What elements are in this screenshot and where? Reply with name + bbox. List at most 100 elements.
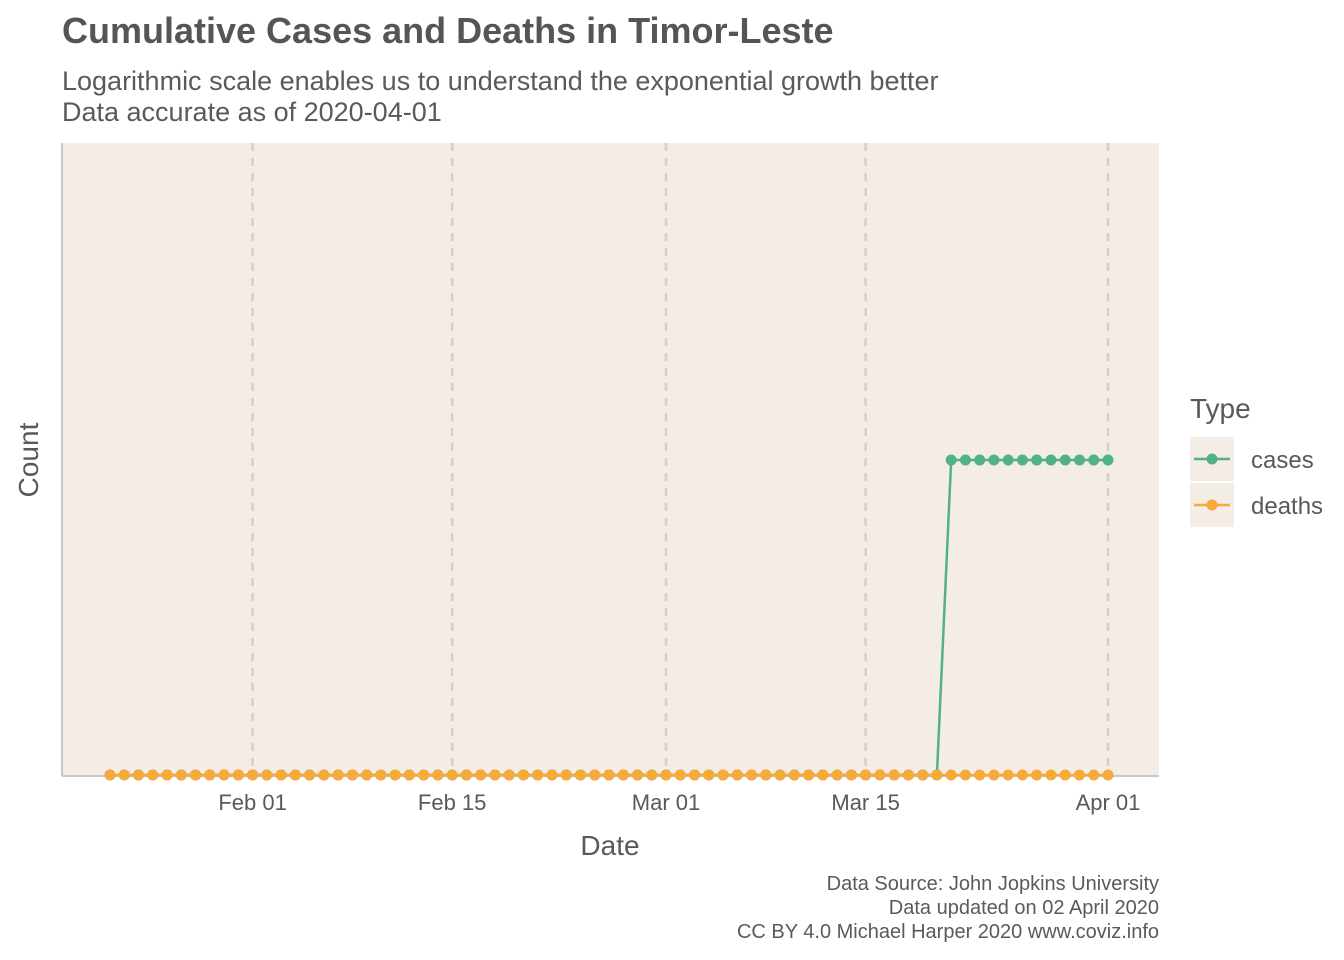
data-point-deaths [603, 769, 615, 781]
data-point-deaths [375, 769, 387, 781]
data-point-deaths [175, 769, 187, 781]
data-point-cases [1002, 454, 1014, 466]
data-point-deaths [361, 769, 373, 781]
data-point-deaths [218, 769, 230, 781]
data-point-deaths [831, 769, 843, 781]
chart-title: Cumulative Cases and Deaths in Timor-Les… [62, 10, 834, 51]
data-point-deaths [232, 769, 244, 781]
data-point-deaths [403, 769, 415, 781]
data-point-deaths [1073, 769, 1085, 781]
data-point-deaths [574, 769, 586, 781]
data-point-deaths [118, 769, 130, 781]
data-point-deaths [888, 769, 900, 781]
legend-title: Type [1190, 393, 1251, 424]
data-point-cases [1059, 454, 1071, 466]
data-point-deaths [389, 769, 401, 781]
data-point-deaths [460, 769, 472, 781]
chart-subtitle-line1: Logarithmic scale enables us to understa… [62, 66, 939, 96]
data-point-deaths [803, 769, 815, 781]
data-point-deaths [746, 769, 758, 781]
data-point-deaths [204, 769, 216, 781]
data-point-deaths [289, 769, 301, 781]
x-axis-title: Date [580, 830, 639, 861]
data-point-deaths [475, 769, 487, 781]
data-point-deaths [503, 769, 515, 781]
data-point-deaths [1059, 769, 1071, 781]
caption-updated: Data updated on 02 April 2020 [888, 897, 1159, 919]
data-point-deaths [974, 769, 986, 781]
data-point-deaths [689, 769, 701, 781]
data-point-deaths [988, 769, 1000, 781]
data-point-deaths [959, 769, 971, 781]
data-point-deaths [104, 769, 116, 781]
data-point-deaths [817, 769, 829, 781]
data-point-deaths [660, 769, 672, 781]
data-point-deaths [560, 769, 572, 781]
data-point-deaths [332, 769, 344, 781]
data-point-cases [1016, 454, 1028, 466]
legend-item-deaths: deaths [1190, 483, 1323, 527]
data-point-deaths [1045, 769, 1057, 781]
data-point-cases [1088, 454, 1100, 466]
data-point-deaths [860, 769, 872, 781]
caption-license: CC BY 4.0 Michael Harper 2020 www.coviz.… [736, 921, 1159, 943]
data-point-cases [1031, 454, 1043, 466]
data-point-deaths [147, 769, 159, 781]
data-point-deaths [190, 769, 202, 781]
x-tick-label: Mar 15 [831, 790, 899, 815]
data-point-deaths [760, 769, 772, 781]
data-point-deaths [346, 769, 358, 781]
data-point-deaths [1002, 769, 1014, 781]
data-point-deaths [517, 769, 529, 781]
data-point-deaths [532, 769, 544, 781]
legend-item-cases: cases [1190, 437, 1314, 481]
data-point-deaths [902, 769, 914, 781]
x-tick-label: Feb 01 [218, 790, 287, 815]
data-point-deaths [1016, 769, 1028, 781]
data-point-deaths [845, 769, 857, 781]
data-point-deaths [161, 769, 173, 781]
legend-label: deaths [1251, 493, 1323, 520]
data-point-deaths [931, 769, 943, 781]
y-axis-title: Count [13, 422, 44, 497]
data-point-deaths [446, 769, 458, 781]
data-point-deaths [945, 769, 957, 781]
legend-key-point [1206, 499, 1218, 511]
data-point-deaths [646, 769, 658, 781]
legend-label: cases [1251, 447, 1314, 474]
legend-key-point [1206, 453, 1218, 465]
caption-source: Data Source: John Jopkins University [826, 873, 1159, 895]
data-point-deaths [774, 769, 786, 781]
data-point-deaths [731, 769, 743, 781]
series-layer [104, 454, 1114, 781]
data-point-cases [1102, 454, 1114, 466]
data-point-cases [1073, 454, 1085, 466]
data-point-cases [959, 454, 971, 466]
data-point-deaths [1102, 769, 1114, 781]
data-point-deaths [674, 769, 686, 781]
data-point-cases [1045, 454, 1057, 466]
data-point-deaths [788, 769, 800, 781]
data-point-deaths [1031, 769, 1043, 781]
data-point-cases [945, 454, 957, 466]
legend: Type cases deaths [1190, 393, 1323, 527]
data-point-deaths [133, 769, 145, 781]
data-point-deaths [247, 769, 259, 781]
data-point-deaths [917, 769, 929, 781]
x-tick-label: Apr 01 [1076, 790, 1141, 815]
data-point-deaths [275, 769, 287, 781]
data-point-cases [988, 454, 1000, 466]
data-point-deaths [1088, 769, 1100, 781]
data-point-deaths [489, 769, 501, 781]
data-point-deaths [874, 769, 886, 781]
data-point-deaths [632, 769, 644, 781]
x-tick-label: Mar 01 [632, 790, 700, 815]
data-point-deaths [304, 769, 316, 781]
data-point-deaths [418, 769, 430, 781]
data-point-deaths [703, 769, 715, 781]
data-point-deaths [717, 769, 729, 781]
data-point-deaths [318, 769, 330, 781]
data-point-deaths [617, 769, 629, 781]
series-deaths [104, 769, 1114, 781]
